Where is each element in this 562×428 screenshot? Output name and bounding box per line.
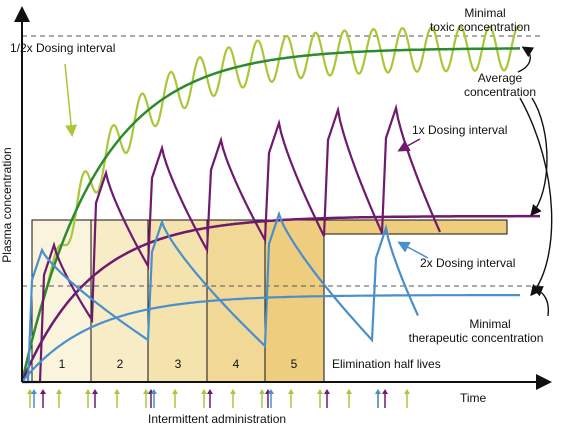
administration-tick-head [114,389,120,394]
administration-tick-head [56,389,62,394]
average-label-line1: Average [478,71,523,85]
one-x-dosing-pointer [397,138,421,152]
administration-tick-head [172,389,178,394]
administration-tick-head [201,389,207,394]
therapeutic-label-line2: therapeutic concentration [409,331,544,345]
half-life-number-5: 5 [291,357,298,371]
two-x-dosing-label: 2x Dosing interval [420,256,515,270]
administration-tick-head [324,389,330,394]
two-x-dosing-curve [22,210,420,384]
average-label-line2: concentration [464,85,536,99]
administration-tick-head [268,389,274,394]
two-x-average-curve [21,294,520,383]
half-life-number-4: 4 [233,357,240,371]
administration-tick-head [40,389,46,394]
average-pointer-middle [530,97,548,217]
therapeutic-label-line1: Minimal [469,317,510,331]
one-x-dosing-label: 1x Dosing interval [412,123,507,137]
administration-tick-head [259,389,265,394]
half-life-tail-band [323,219,508,235]
half-life-number-2: 2 [117,357,124,371]
toxic-label-line2: toxic concentration [430,20,530,34]
administration-tick-head [92,389,98,394]
y-axis-label: Plasma concentration [0,147,14,262]
half-life-number-1: 1 [59,357,66,371]
therapeutic-pointer [531,285,550,317]
administration-tick-head [27,389,33,394]
administration-tick-head [230,389,236,394]
x-axis-label: Time [460,391,487,405]
two-x-dosing-pointer [397,241,429,259]
administration-label: Intermittent administration [148,412,286,426]
elimination-label: Elimination half lives [332,357,441,371]
half-dosing-average-curve [20,47,520,383]
half-dosing-label: 1/2x Dosing interval [10,41,115,55]
administration-tick-head [143,389,149,394]
administration-tick-head [382,389,388,394]
administration-tick-head [85,389,91,394]
half-dosing-pointer [64,63,78,137]
administration-tick-head [31,389,37,394]
administration-ticks [27,389,410,408]
administration-tick-head [346,389,352,394]
administration-tick-head [151,389,157,394]
administration-tick-head [288,389,294,394]
average-pointer-top [517,46,535,73]
administration-tick-head [404,389,410,394]
administration-tick-head [317,389,323,394]
half-life-band-5 [264,219,325,383]
average-pointer-bottom [519,97,553,297]
half-life-number-3: 3 [175,357,182,371]
administration-tick-head [207,389,213,394]
toxic-label-line1: Minimal [464,6,505,20]
one-x-dosing-curve [22,103,442,384]
administration-tick-head [375,389,381,394]
